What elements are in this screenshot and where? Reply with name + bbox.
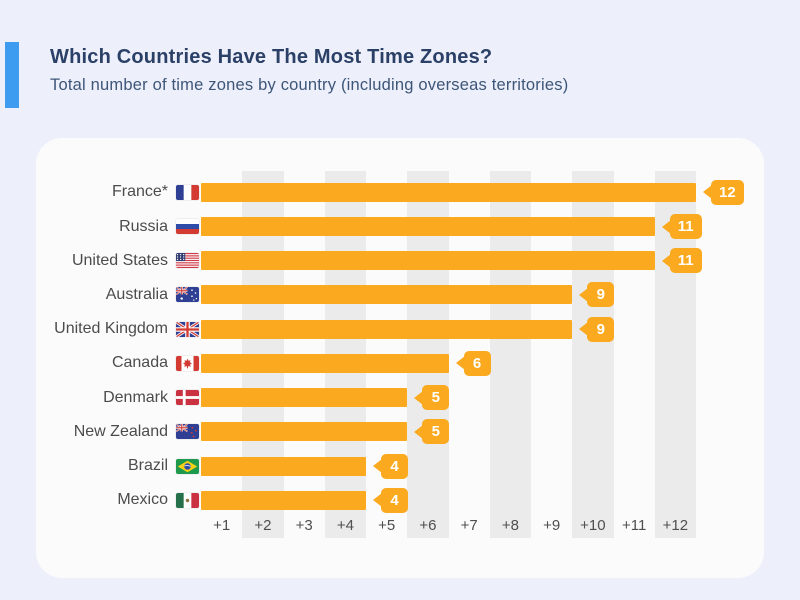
country-label: Denmark (103, 388, 168, 406)
country-label: Canada (111, 354, 168, 372)
x-tick-label: +1 (213, 517, 231, 534)
x-axis: +1 +2 +3 +4 +5 +6 +7 +8 +9 +10 +11 +12 (201, 517, 696, 534)
value-badge: 11 (669, 248, 702, 274)
header: Which Countries Have The Most Time Zones… (50, 46, 568, 95)
chart-row: New Zealand 5 (36, 419, 764, 445)
country-label: New Zealand (73, 422, 168, 440)
bar (201, 319, 573, 339)
bar (201, 422, 408, 442)
flag-canada-icon (176, 355, 199, 371)
value-label: 11 (677, 218, 694, 236)
chart-subtitle: Total number of time zones by country (i… (50, 76, 569, 94)
value-badge: 9 (587, 316, 615, 342)
bar (201, 353, 449, 373)
bar (201, 217, 655, 237)
value-label: 12 (719, 183, 736, 201)
x-tick-label: +11 (621, 517, 647, 534)
x-tick-label: +7 (460, 517, 478, 534)
bar (201, 490, 366, 510)
chart-row: Denmark 5 (36, 385, 764, 411)
value-label: 5 (431, 423, 440, 441)
chart-row: France* 12 (36, 179, 764, 205)
value-label: 9 (596, 286, 605, 304)
country-label: France* (111, 183, 168, 201)
flag-australia-icon (176, 287, 199, 303)
flag-russia-icon (176, 219, 199, 235)
chart-title: Which Countries Have The Most Time Zones… (50, 46, 493, 68)
x-tick-label: +10 (580, 517, 606, 534)
flag-denmark-icon (176, 390, 199, 406)
chart-row: Australia 9 (36, 282, 764, 308)
chart-row: Russia 11 (36, 214, 764, 240)
country-label: United Kingdom (54, 320, 168, 338)
x-tick-label: +12 (662, 517, 689, 534)
value-badge: 4 (381, 453, 408, 479)
value-badge: 4 (381, 487, 408, 513)
country-label: United States (71, 251, 168, 269)
value-badge: 9 (587, 282, 615, 308)
value-badge: 11 (669, 214, 702, 240)
value-badge: 5 (422, 419, 450, 445)
value-label: 11 (677, 252, 694, 270)
bar (201, 251, 655, 271)
x-tick-label: +2 (254, 517, 272, 534)
country-label: Mexico (117, 491, 168, 509)
value-badge: 6 (463, 350, 491, 376)
flag-united-kingdom-icon (176, 321, 199, 337)
country-label: Russia (119, 217, 168, 235)
bar (201, 182, 696, 202)
bar (201, 388, 408, 408)
flag-france-icon (176, 184, 199, 200)
accent-bar (5, 42, 19, 108)
value-label: 4 (390, 491, 399, 509)
chart-row: United States 11 (36, 248, 764, 274)
value-badge: 12 (711, 179, 744, 205)
country-label: Brazil (127, 457, 168, 475)
x-tick-label: +8 (501, 517, 519, 534)
chart-row: Brazil 4 (36, 453, 764, 479)
chart-row: Canada 6 (36, 350, 764, 376)
country-label: Australia (105, 285, 168, 303)
value-label: 4 (390, 457, 399, 475)
x-tick-label: +3 (295, 517, 313, 534)
flag-mexico-icon (176, 492, 199, 508)
chart-row: Mexico 4 (36, 487, 764, 513)
value-label: 6 (472, 354, 482, 372)
chart-row: United Kingdom 9 (36, 316, 764, 342)
flag-united-states-icon (176, 253, 199, 269)
value-label: 9 (596, 320, 605, 338)
chart-card: +1 +2 +3 +4 +5 +6 +7 +8 +9 +10 +11 +12 France* 12 R… (36, 138, 764, 578)
flag-new-zealand-icon (176, 424, 199, 440)
flag-brazil-icon (176, 458, 199, 474)
x-tick-label: +5 (378, 517, 396, 534)
bar (201, 456, 366, 476)
value-label: 5 (431, 389, 440, 407)
x-tick-label: +4 (336, 517, 354, 534)
x-tick-label: +9 (543, 517, 561, 534)
bar (201, 285, 573, 305)
value-badge: 5 (422, 385, 450, 411)
x-tick-label: +6 (419, 517, 437, 534)
